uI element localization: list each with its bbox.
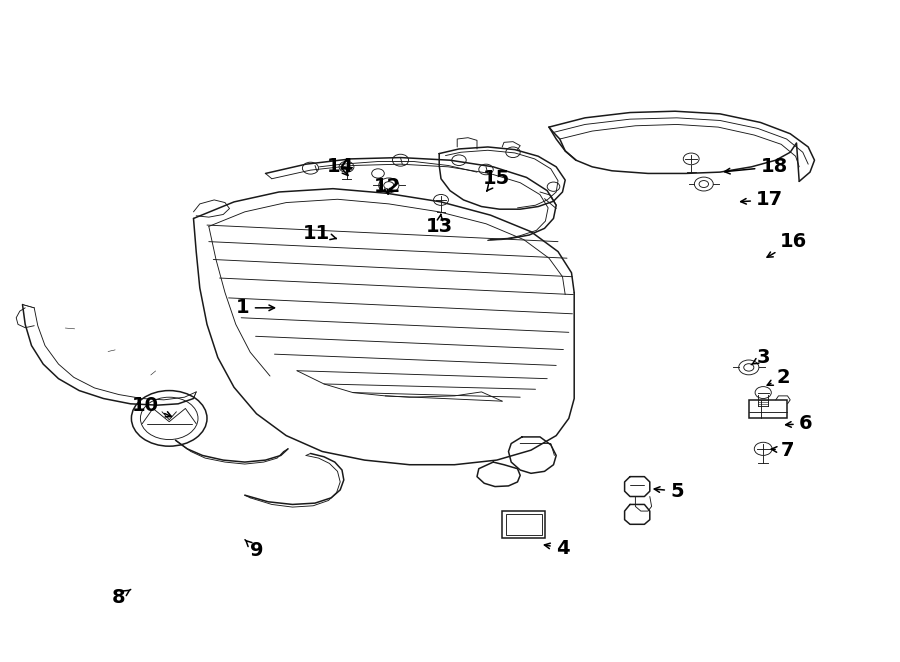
- Text: 4: 4: [544, 539, 570, 557]
- Text: 12: 12: [374, 177, 400, 196]
- Text: 18: 18: [724, 158, 788, 176]
- Text: 8: 8: [112, 588, 130, 606]
- Text: 14: 14: [327, 158, 354, 176]
- Text: 10: 10: [132, 396, 171, 417]
- Text: 9: 9: [245, 540, 263, 560]
- Text: 2: 2: [767, 368, 790, 387]
- Text: 17: 17: [741, 191, 783, 209]
- Text: 13: 13: [426, 214, 453, 236]
- Text: 3: 3: [752, 348, 770, 367]
- Bar: [749, 400, 787, 418]
- Text: 7: 7: [771, 441, 794, 459]
- Bar: [502, 511, 545, 538]
- Text: 16: 16: [767, 232, 807, 258]
- Text: 15: 15: [483, 169, 510, 191]
- Text: 6: 6: [786, 414, 813, 433]
- Text: 11: 11: [303, 224, 337, 242]
- Bar: [506, 514, 542, 535]
- Text: 5: 5: [654, 482, 684, 500]
- Text: 1: 1: [236, 299, 274, 317]
